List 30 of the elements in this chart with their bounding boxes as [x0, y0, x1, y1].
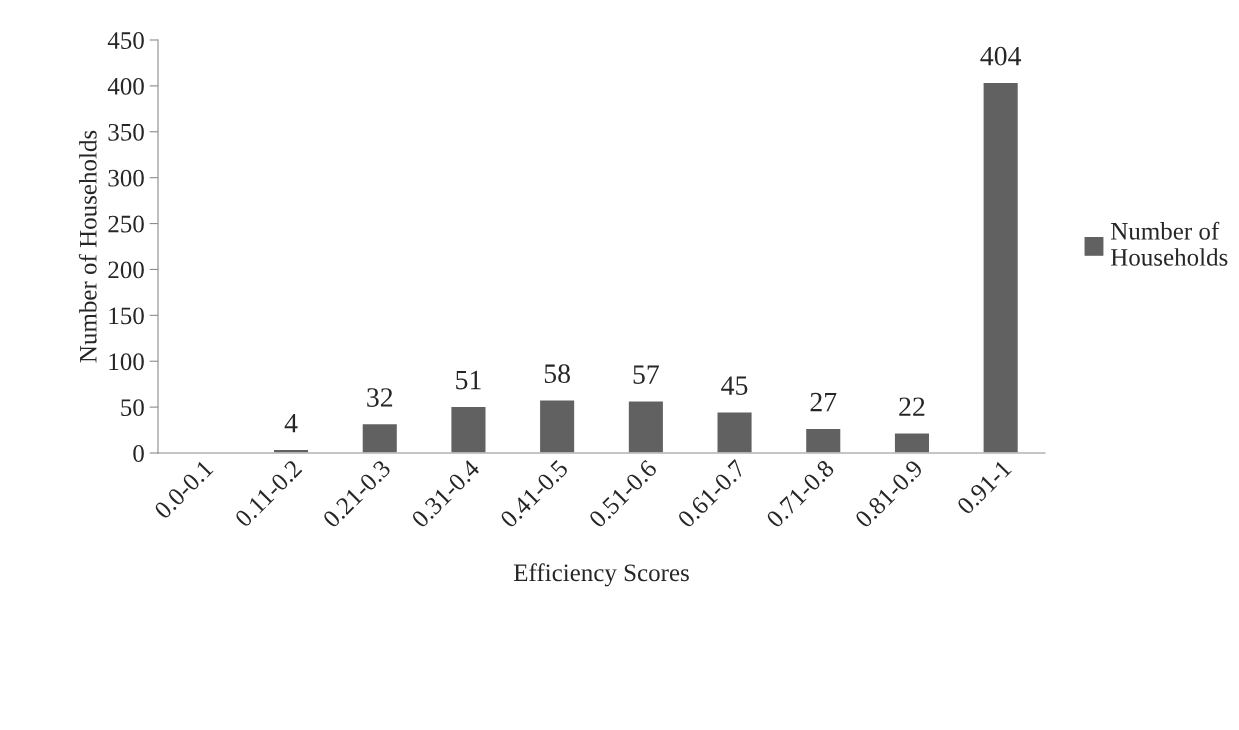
bar: [361, 422, 399, 453]
y-tick-label: 350: [108, 123, 144, 141]
y-tick-label: 300: [108, 169, 144, 187]
data-label: 45: [721, 376, 748, 395]
bar: [982, 81, 1020, 453]
bar: [450, 405, 487, 453]
data-label: 58: [544, 364, 570, 384]
bar: [893, 432, 931, 453]
bar: [627, 399, 665, 453]
legend-label: Number of Households: [1110, 221, 1228, 266]
bar: [716, 411, 753, 453]
y-axis-title: Number of Households: [78, 130, 97, 363]
bar: [538, 399, 576, 453]
data-label: 4: [284, 414, 298, 433]
y-tick-label: 250: [108, 215, 144, 233]
data-label: 22: [899, 397, 925, 416]
bar: [804, 427, 842, 453]
y-tick-label: 150: [109, 307, 144, 325]
y-tick-label: 450: [107, 32, 144, 49]
x-axis-title: Efficiency Scores: [513, 563, 689, 587]
y-tick-label: 50: [121, 399, 144, 417]
data-label: 404: [980, 46, 1022, 66]
y-tick-label: 0: [133, 445, 144, 462]
data-label: 27: [810, 392, 837, 412]
y-tick-label: 400: [107, 77, 144, 95]
data-label: 57: [633, 365, 659, 384]
y-tick-label: 200: [108, 261, 144, 279]
data-label: 32: [367, 388, 393, 407]
data-label: 51: [456, 370, 481, 390]
y-tick-label: 100: [109, 353, 144, 371]
